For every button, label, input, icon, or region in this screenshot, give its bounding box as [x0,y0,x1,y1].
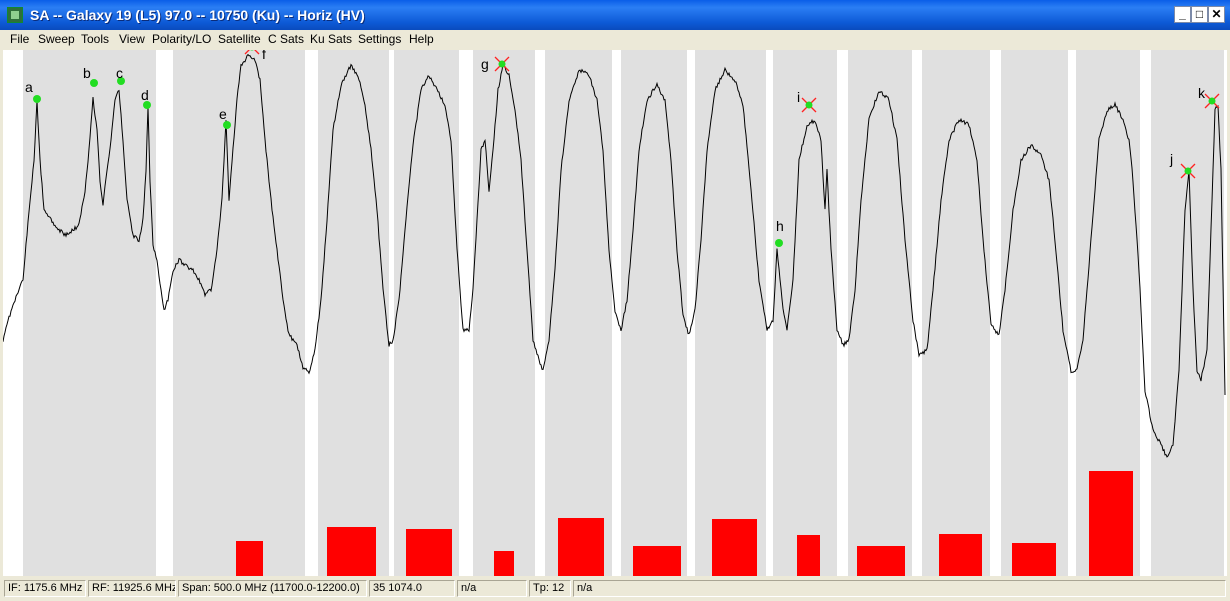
menu-c-sats[interactable]: C Sats [268,32,305,46]
menu-polarity-lo[interactable]: Polarity/LO [152,32,212,46]
status-field-5: n/a [457,580,527,597]
marker-e[interactable]: e [219,106,231,129]
app-icon[interactable] [7,7,23,23]
marker-label-e: e [219,106,227,122]
marker-a-point[interactable] [33,95,41,103]
status-reading: 35 1074.0 [369,580,455,597]
marker-j[interactable]: j [1169,151,1196,179]
marker-h[interactable]: h [775,218,784,247]
close-button[interactable]: ✕ [1208,6,1225,23]
menu-satellite[interactable]: Satellite [218,32,261,46]
marker-h-point[interactable] [775,239,783,247]
marker-b-point[interactable] [90,79,98,87]
marker-i[interactable]: i [797,89,817,113]
channel-band-3 [318,50,389,576]
channel-band-6 [545,50,612,576]
channel-band-4 [394,50,459,576]
level-bar-3 [406,529,452,576]
level-bar-10 [939,534,982,576]
level-bar-7 [712,519,757,576]
marker-label-j: j [1169,151,1173,167]
menu-tools[interactable]: Tools [81,32,110,46]
level-bar-4 [494,551,514,576]
status-if: IF: 1175.6 MHz [4,580,86,597]
marker-d[interactable]: d [141,87,151,109]
maximize-button[interactable]: □ [1191,6,1208,23]
marker-label-i: i [797,89,800,105]
menu-ku-sats[interactable]: Ku Sats [310,32,353,46]
channel-band-5 [473,50,535,576]
level-bar-1 [236,541,263,576]
marker-i-point[interactable] [805,101,813,109]
minimize-button[interactable]: _ [1174,6,1191,23]
marker-label-k: k [1198,85,1206,101]
status-span: Span: 500.0 MHz (11700.0-12200.0) [178,580,367,597]
marker-c-point[interactable] [117,77,125,85]
level-bar-12 [1089,471,1133,576]
marker-b[interactable]: b [83,65,98,87]
status-field-8: n/a [573,580,1226,597]
menu-view[interactable]: View [119,32,145,46]
channel-band-10 [848,50,912,576]
spectrum-canvas[interactable]: a b c d e f g h i j k [2,39,1227,576]
window-title: SA -- Galaxy 19 (L5) 97.0 -- 10750 (Ku) … [30,7,365,23]
marker-d-point[interactable] [143,101,151,109]
marker-label-g: g [481,56,489,72]
title-bar: SA -- Galaxy 19 (L5) 97.0 -- 10750 (Ku) … [0,0,1230,30]
menu-bar: File Sweep Tools View Polarity/LO Satell… [0,30,1230,50]
channel-band-12 [1001,50,1068,576]
marker-label-b: b [83,65,91,81]
channel-band-11 [922,50,990,576]
status-bar: IF: 1175.6 MHz RF: 11925.6 MHz Span: 500… [0,577,1230,601]
status-tp: Tp: 12 [529,580,571,597]
marker-k[interactable]: k [1198,85,1220,109]
level-bar-9 [857,546,905,576]
status-rf: RF: 11925.6 MHz [88,580,176,597]
level-bar-8 [797,535,820,576]
spectrum-trace [2,53,1226,458]
channel-band-8 [695,50,766,576]
menu-help[interactable]: Help [409,32,434,46]
channel-band-1 [23,50,156,576]
marker-k-point[interactable] [1208,97,1216,105]
menu-file[interactable]: File [10,32,30,46]
marker-e-point[interactable] [223,121,231,129]
marker-g-point[interactable] [498,60,506,68]
level-bar-11 [1012,543,1056,576]
menu-sweep[interactable]: Sweep [38,32,75,46]
level-bar-5 [558,518,604,576]
marker-label-f: f [262,50,266,62]
marker-c[interactable]: c [116,65,125,85]
level-bar-6 [633,546,681,576]
channel-band-7 [621,50,687,576]
marker-label-a: a [25,79,33,95]
marker-a[interactable]: a [25,79,41,103]
marker-label-h: h [776,218,784,234]
marker-j-point[interactable] [1184,167,1192,175]
level-bar-2 [327,527,376,576]
marker-label-d: d [141,87,149,103]
channel-band-14 [1151,50,1224,576]
spectrum-plot[interactable]: a b c d e f g h i j k [2,39,1227,576]
channel-band-9 [773,50,837,576]
menu-settings[interactable]: Settings [358,32,402,46]
channel-band-2 [173,50,305,576]
marker-g[interactable]: g [481,56,510,72]
marker-label-c: c [116,65,123,81]
